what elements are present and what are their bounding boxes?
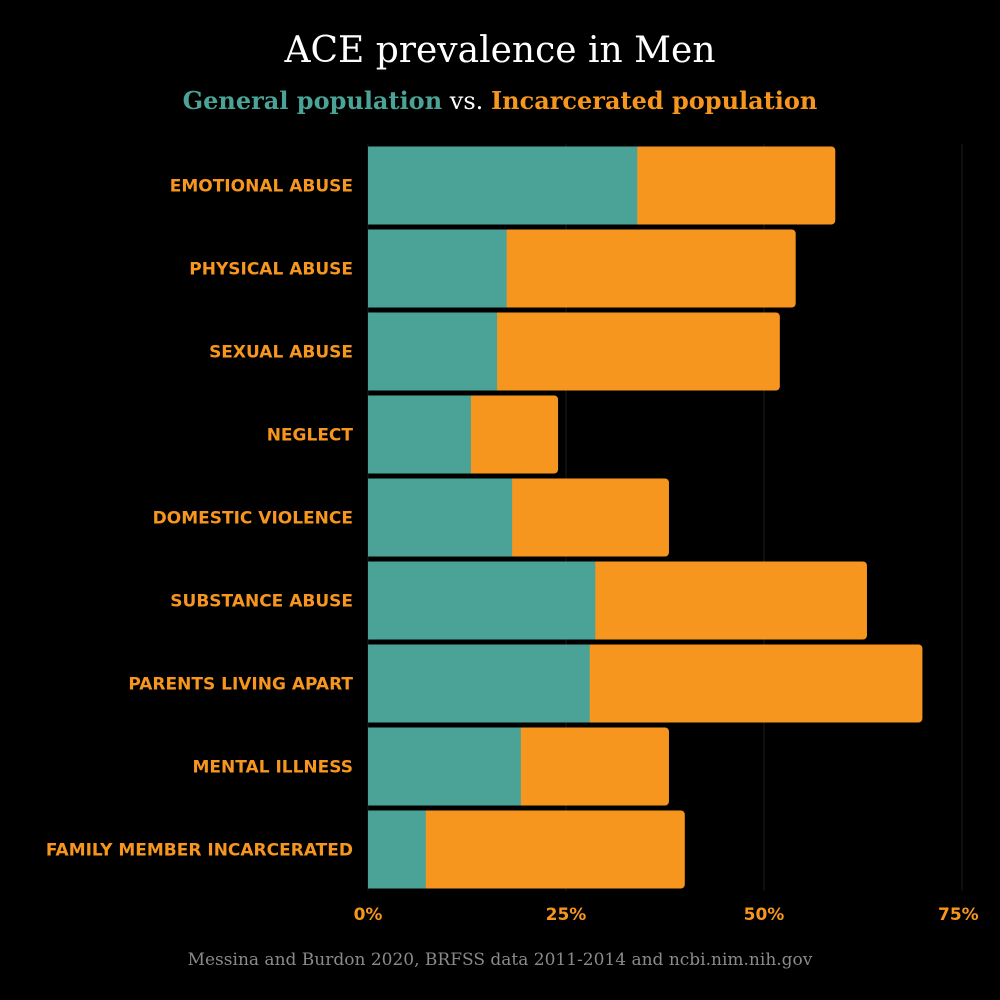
bar-general xyxy=(368,644,590,723)
chart-title: ACE prevalence in Men xyxy=(284,30,716,71)
bar-general xyxy=(368,146,638,225)
subtitle-separator: vs. xyxy=(449,87,484,115)
category-labels: EMOTIONAL ABUSE PHYSICAL ABUSE SEXUAL ABUS… xyxy=(46,177,354,861)
bars xyxy=(368,146,923,889)
subtitle-general-label: General population xyxy=(182,86,443,115)
category-label: PHYSICAL ABUSE xyxy=(189,260,353,280)
bar-general xyxy=(368,229,507,308)
x-tick-label: 25% xyxy=(546,905,587,925)
x-axis-ticks: 0% 25% 50% 75% xyxy=(354,905,979,925)
chart-subtitle: General population vs. Incarcerated popu… xyxy=(0,86,1000,115)
bar-general xyxy=(368,727,521,806)
x-tick-label: 75% xyxy=(938,905,979,925)
x-tick-label: 0% xyxy=(354,905,383,925)
category-label: DOMESTIC VIOLENCE xyxy=(153,509,353,529)
category-label: PARENTS LIVING APART xyxy=(128,675,353,695)
bar-incarcerated xyxy=(368,810,685,889)
bar-general xyxy=(368,312,498,391)
bar-general xyxy=(368,478,513,557)
category-label: FAMILY MEMBER INCARCERATED xyxy=(46,841,353,861)
bar-general xyxy=(368,810,426,889)
category-label: MENTAL ILLNESS xyxy=(193,758,354,778)
subtitle-incarcerated-label: Incarcerated population xyxy=(490,86,818,115)
category-label: EMOTIONAL ABUSE xyxy=(170,177,353,197)
category-label: SEXUAL ABUSE xyxy=(209,343,353,363)
category-label: SUBSTANCE ABUSE xyxy=(170,592,353,612)
category-label: NEGLECT xyxy=(267,426,354,446)
bar-general xyxy=(368,395,471,474)
bar-general xyxy=(368,561,596,640)
x-tick-label: 50% xyxy=(744,905,785,925)
source-note: Messina and Burdon 2020, BRFSS data 2011… xyxy=(187,950,813,970)
